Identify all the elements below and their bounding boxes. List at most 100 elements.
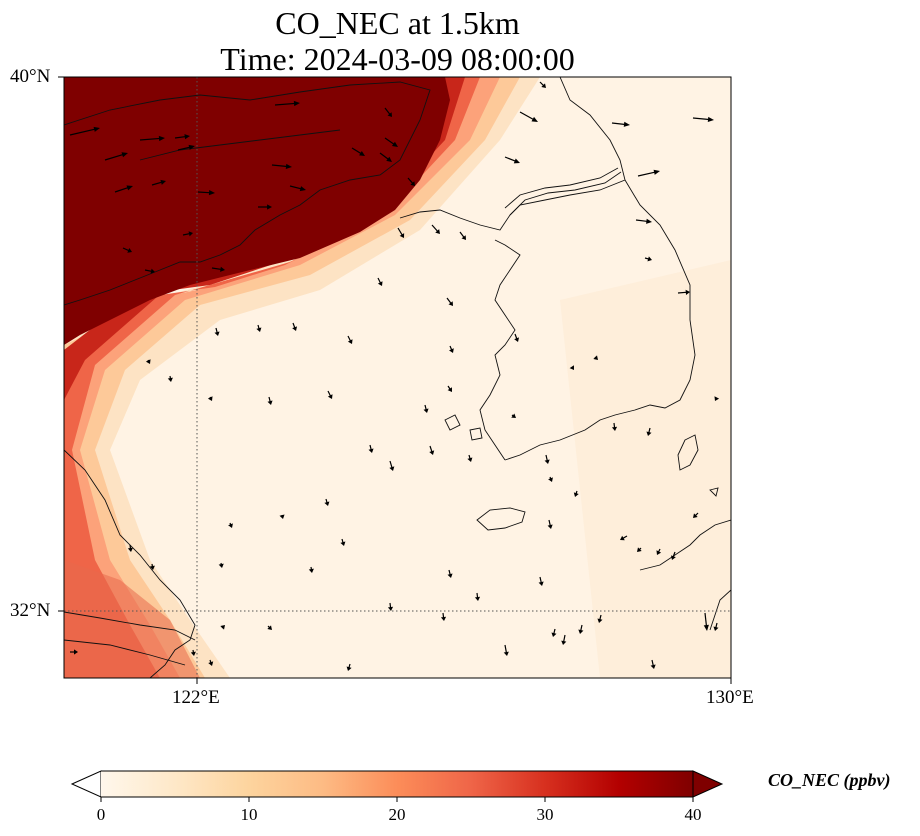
wind-arrow-head: [503, 651, 509, 656]
wind-arrow: [387, 602, 394, 611]
wind-arrow-head: [544, 459, 550, 464]
wind-arrow: [368, 444, 374, 453]
wind-arrow-head: [391, 141, 398, 147]
wind-arrow-head: [167, 377, 173, 382]
wind-arrow: [423, 404, 429, 413]
wind-arrow: [544, 454, 550, 464]
wind-arrow-head: [693, 513, 698, 518]
wind-arrow-head: [447, 387, 452, 392]
map-title-line2: Time: 2024-03-09 08:00:00: [220, 41, 575, 77]
colorbar-extend-min: [70, 770, 102, 798]
x-tick-label-130e: 130°E: [706, 687, 754, 708]
wind-arrow-head: [423, 408, 429, 413]
island-2: [469, 427, 483, 441]
wind-arrow: [279, 514, 285, 519]
wind-arrow-head: [220, 266, 225, 272]
wind-arrow-head: [346, 666, 352, 671]
wind-arrow: [207, 396, 213, 401]
wind-arrow-head: [551, 632, 557, 637]
wind-arrow: [539, 81, 546, 88]
wind-arrow: [324, 498, 330, 506]
wind-arrow-head: [387, 606, 394, 611]
wind-arrow: [635, 218, 652, 224]
wind-arrow-head: [158, 135, 165, 142]
wind-arrow-head: [267, 204, 272, 210]
wind-arrow: [429, 445, 435, 455]
wind-arrow-shaft: [274, 102, 297, 106]
wind-arrow-head: [620, 535, 625, 541]
wind-arrow: [271, 163, 292, 169]
wind-arrow: [597, 614, 603, 623]
wind-arrow-head: [593, 355, 598, 360]
wind-arrow-head: [569, 365, 574, 370]
wind-arrow: [611, 121, 630, 127]
colorbar-label-0: 0: [96, 805, 106, 824]
wind-arrow: [713, 622, 719, 631]
wind-arrow: [573, 490, 579, 497]
wind-arrow-head: [646, 431, 652, 436]
wind-arrow: [127, 544, 134, 552]
wind-arrow: [220, 625, 225, 630]
wind-arrow: [548, 476, 553, 482]
wind-arrow-head: [386, 156, 392, 162]
wind-arrow: [656, 548, 662, 555]
wind-arrow-shaft: [637, 171, 657, 177]
wind-arrow-head: [184, 134, 190, 140]
wind-arrow: [218, 562, 224, 568]
colorbar-label-10: 10: [240, 805, 258, 824]
wind-arrow: [446, 297, 453, 306]
wind-arrow-head: [93, 126, 100, 132]
wind-arrow: [650, 659, 656, 669]
wind-arrow: [459, 231, 466, 240]
wind-arrow: [714, 396, 720, 401]
wind-arrow: [637, 547, 642, 552]
wind-arrow: [384, 137, 398, 147]
wind-arrow: [519, 111, 538, 122]
wind-arrow-head: [461, 235, 466, 240]
wind-arrow-head: [548, 477, 553, 482]
wind-arrow-head: [429, 450, 435, 455]
wind-arrow: [104, 152, 128, 161]
wind-arrow-head: [377, 281, 383, 286]
wind-arrow-head: [447, 573, 453, 578]
wind-arrow: [289, 185, 306, 192]
wind-arrow: [503, 644, 509, 656]
wind-arrow-head: [208, 661, 214, 666]
wind-arrow-head: [573, 492, 579, 497]
wind-arrow-head: [623, 121, 630, 127]
wind-arrow-head: [399, 233, 405, 238]
wind-arrow-head: [267, 625, 272, 630]
wind-arrow: [182, 231, 193, 237]
wind-arrow: [347, 335, 353, 344]
wind-arrow: [447, 569, 453, 578]
wind-arrow-head: [410, 181, 415, 186]
wind-arrow-head: [597, 618, 603, 623]
wind-arrow: [256, 324, 262, 332]
colorbar-gradient: [101, 771, 693, 797]
field-high-region: [64, 77, 450, 345]
wind-arrow-head: [531, 116, 538, 122]
wind-arrow: [114, 185, 133, 193]
wind-vectors: [69, 81, 720, 671]
wind-arrow: [692, 116, 714, 123]
wind-arrow: [397, 227, 405, 238]
wind-arrow: [593, 355, 598, 360]
wind-arrow: [69, 126, 100, 136]
wind-arrow: [379, 152, 392, 162]
colorbar-label-40: 40: [684, 805, 702, 824]
wind-arrow: [327, 390, 333, 399]
wind-arrow-head: [547, 524, 553, 529]
wind-arrow-shaft: [519, 111, 536, 121]
wind-arrow-head: [308, 568, 314, 573]
wind-arrow: [292, 322, 298, 331]
wind-arrow-shaft: [692, 117, 711, 121]
field-band-1: [64, 77, 540, 678]
wind-arrow-head: [646, 218, 652, 224]
wind-arrow-head: [637, 547, 642, 552]
wind-arrow: [174, 134, 190, 140]
wind-arrow: [611, 422, 618, 431]
wind-arrow-head: [511, 413, 516, 418]
wind-arrow-head: [126, 185, 133, 191]
coastline-north-korea: [399, 77, 626, 231]
wind-arrow: [377, 277, 383, 286]
